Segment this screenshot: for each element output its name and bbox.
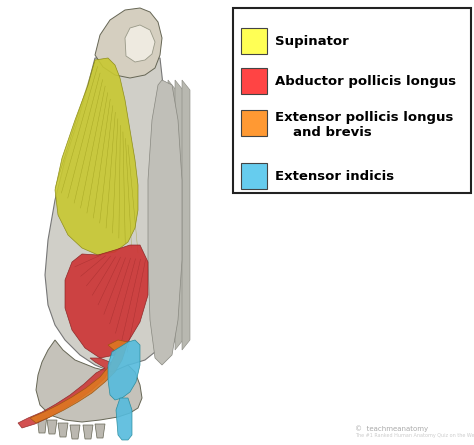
Polygon shape xyxy=(83,425,93,439)
Bar xyxy=(241,68,267,94)
Bar xyxy=(241,28,267,54)
Text: and brevis: and brevis xyxy=(293,126,372,139)
Bar xyxy=(241,110,267,136)
Text: The #1 Ranked Human Anatomy Quiz on the Web: The #1 Ranked Human Anatomy Quiz on the … xyxy=(355,433,474,438)
Polygon shape xyxy=(37,415,47,433)
Polygon shape xyxy=(95,424,105,438)
Polygon shape xyxy=(30,340,128,423)
Polygon shape xyxy=(125,25,155,62)
Polygon shape xyxy=(175,80,183,350)
Polygon shape xyxy=(58,423,68,437)
Polygon shape xyxy=(36,340,142,422)
Polygon shape xyxy=(182,80,190,350)
Polygon shape xyxy=(47,420,57,434)
Polygon shape xyxy=(168,80,176,350)
Polygon shape xyxy=(148,80,182,365)
Text: Supinator: Supinator xyxy=(275,35,349,48)
Text: Abductor pollicis longus: Abductor pollicis longus xyxy=(275,74,456,88)
Polygon shape xyxy=(95,8,162,78)
Bar xyxy=(241,163,267,189)
Text: Extensor pollicis longus: Extensor pollicis longus xyxy=(275,110,453,124)
Text: ©  teachmeanatomy: © teachmeanatomy xyxy=(355,425,428,432)
Polygon shape xyxy=(108,340,140,400)
Polygon shape xyxy=(116,398,132,440)
Text: Extensor indicis: Extensor indicis xyxy=(275,170,394,182)
Polygon shape xyxy=(70,425,80,439)
Bar xyxy=(233,8,471,193)
Polygon shape xyxy=(45,58,176,373)
Polygon shape xyxy=(55,58,138,255)
Polygon shape xyxy=(18,358,112,428)
Polygon shape xyxy=(65,245,148,358)
